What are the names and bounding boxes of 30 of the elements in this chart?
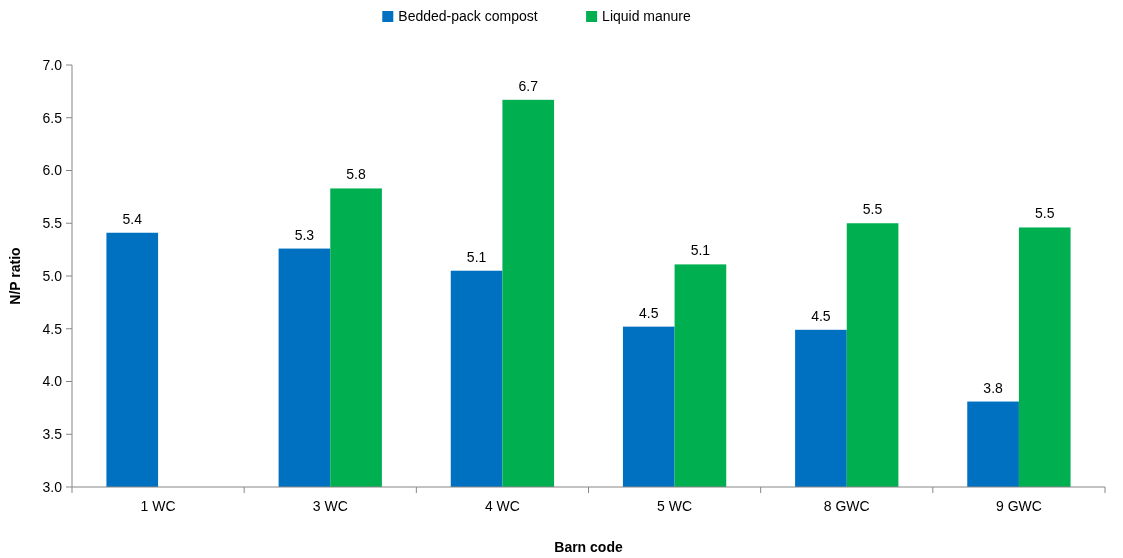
y-tick-label: 5.5 [42,215,63,232]
data-label: 5.4 [122,210,143,227]
data-label: 4.5 [811,307,831,324]
y-tick-label: 4.0 [42,373,63,390]
y-tick-label: 6.0 [42,162,63,179]
data-label: 5.1 [690,242,711,259]
y-tick-label: 6.5 [42,109,63,126]
legend-label: Bedded-pack compost [398,8,538,24]
y-axis-title: N/P ratio [7,247,23,305]
y-tick-label: 4.5 [42,320,63,337]
x-axis-title: Barn code [554,539,623,555]
legend-label: Liquid manure [602,8,692,24]
y-tick-label: 3.5 [42,426,63,443]
data-label: 5.5 [1035,205,1055,222]
data-label: 3.8 [983,379,1004,396]
data-label: 4.5 [639,304,659,321]
x-tick-label: 8 GWC [823,498,870,514]
data-label: 5.3 [294,226,315,243]
data-label: 5.8 [346,166,367,183]
data-label: 5.1 [466,248,487,265]
data-label: 6.7 [518,77,539,94]
y-tick-label: 7.0 [42,56,63,73]
y-tick-label: 3.0 [42,478,63,495]
x-tick-label: 3 WC [312,498,348,514]
y-tick-label: 5.0 [42,267,63,284]
x-tick-label: 5 WC [657,498,693,514]
data-label: 5.5 [862,201,883,218]
x-tick-label: 1 WC [140,498,176,514]
x-tick-label: 4 WC [484,498,520,514]
x-tick-label: 9 GWC [995,498,1042,514]
